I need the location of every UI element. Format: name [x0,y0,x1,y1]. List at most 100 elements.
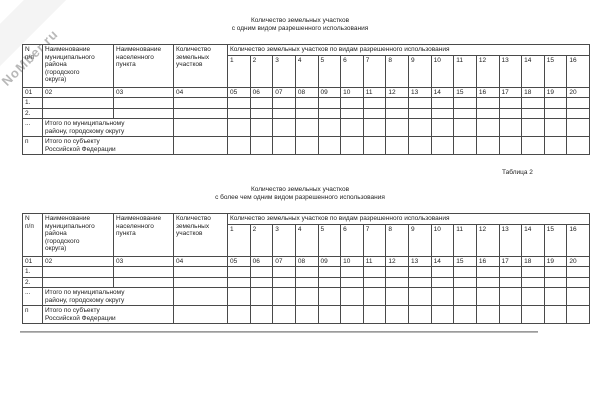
empty-cell [227,266,251,278]
code-cell: 05 [227,255,251,267]
sub-col-header: 1 [227,54,251,88]
sub-col-header: 14 [521,54,545,88]
empty-cell [362,136,387,155]
empty-cell [227,97,251,109]
sub-col-header: 2 [249,223,274,257]
empty-cell [521,118,545,137]
empty-cell [475,97,500,109]
sub-col-header: 8 [385,223,409,257]
sub-col-header: 5 [317,54,342,88]
sub-col-header: 13 [498,223,523,257]
empty-cell [521,305,545,324]
code-cell: 13 [408,86,432,98]
empty-cell [113,276,174,288]
empty-cell [521,136,545,155]
empty-cell [227,276,251,288]
empty-cell [317,276,342,288]
empty-cell [173,136,228,155]
separator-line [20,331,538,333]
empty-cell [566,97,590,109]
table2-title-line2: с более чем одним видом разрешенного исп… [215,194,385,201]
code-cell: 19 [543,86,568,98]
sub-col-header: 4 [294,223,319,257]
empty-cell [408,305,432,324]
empty-cell [475,118,500,137]
header-cell-usage-group: Количество земельных участков по видам р… [227,44,590,56]
empty-cell [272,305,296,324]
empty-cell [294,305,319,324]
empty-cell [317,266,342,278]
table1-container: N п/п Наименование муниципального района … [22,44,590,155]
sub-col-header: 11 [453,223,477,257]
empty-cell [543,276,568,288]
empty-cell [498,107,523,119]
sub-col-header: 6 [340,223,364,257]
sub-col-header: 13 [498,54,523,88]
empty-cell [543,287,568,306]
empty-cell [272,107,296,119]
empty-cell [453,97,477,109]
header-cell-count: Количество земельных участков [173,44,228,88]
code-cell: 16 [475,86,500,98]
empty-cell [498,276,523,288]
empty-cell [249,107,274,119]
code-cell: 17 [498,255,523,267]
empty-cell [362,276,387,288]
sub-col-header: 3 [272,54,296,88]
empty-cell [498,305,523,324]
empty-cell [227,287,251,306]
empty-cell [566,276,590,288]
empty-cell [430,107,455,119]
table-row: 1. [22,266,590,278]
table-row: 1. [22,97,590,109]
empty-cell [543,266,568,278]
empty-cell [173,107,228,119]
table1-title: Количество земельных участков с одним ви… [0,17,600,33]
code-cell: 20 [566,86,590,98]
row-num-cell: 2. [22,276,43,288]
empty-cell [521,107,545,119]
empty-cell [385,107,409,119]
land-plots-table-2: N п/п Наименование муниципального района … [22,213,590,324]
empty-cell [498,266,523,278]
empty-cell [317,118,342,137]
empty-cell [566,136,590,155]
sub-col-header: 16 [566,223,590,257]
code-cell: 13 [408,255,432,267]
empty-cell [408,97,432,109]
code-cell: 08 [294,255,319,267]
code-cell: 09 [317,255,342,267]
code-cell: 07 [272,86,296,98]
code-cell: 19 [543,255,568,267]
sub-col-header: 7 [362,54,387,88]
code-cell: 11 [362,255,387,267]
empty-cell [362,118,387,137]
header-cell-num: N п/п [22,213,43,257]
empty-cell [385,118,409,137]
empty-cell [272,97,296,109]
empty-cell [408,107,432,119]
empty-cell [294,136,319,155]
empty-cell [543,118,568,137]
sub-col-header: 7 [362,223,387,257]
empty-cell [173,97,228,109]
sub-col-header: 3 [272,223,296,257]
empty-cell [227,118,251,137]
empty-cell [317,107,342,119]
code-cell: 07 [272,255,296,267]
code-cell: 09 [317,86,342,98]
empty-cell [42,97,114,109]
sub-col-header: 4 [294,54,319,88]
empty-cell [475,107,500,119]
table1-title-line1: Количество земельных участков [250,17,350,24]
empty-cell [113,107,174,119]
empty-cell [227,136,251,155]
code-cell: 15 [453,255,477,267]
empty-cell [475,276,500,288]
empty-cell [453,107,477,119]
empty-cell [227,107,251,119]
sub-col-header: 10 [430,54,455,88]
empty-cell [475,305,500,324]
code-cell: 04 [173,255,228,267]
empty-cell [408,266,432,278]
